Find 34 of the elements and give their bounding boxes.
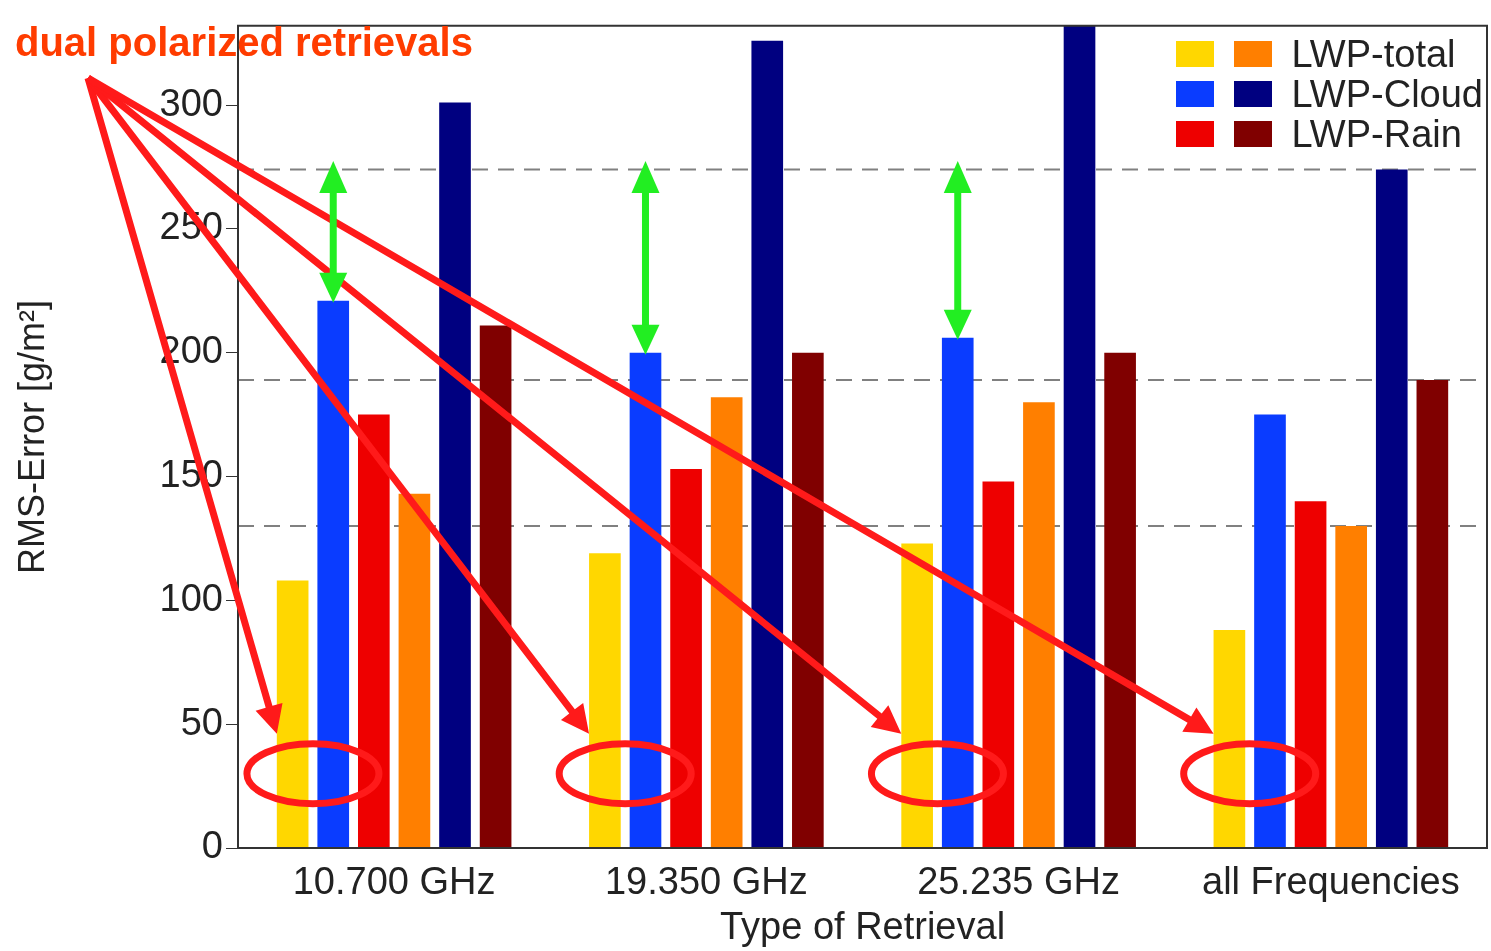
- bar: [1294, 501, 1327, 848]
- bar: [276, 580, 309, 848]
- bar: [398, 493, 431, 848]
- y-tick-label: 50: [180, 700, 223, 743]
- bar: [358, 414, 390, 848]
- bar: [1213, 630, 1246, 848]
- y-tick-label: 100: [159, 576, 223, 619]
- x-axis-title: Type of Retrieval: [719, 904, 1006, 947]
- bar: [1023, 402, 1055, 848]
- y-axis-title: RMS-Error [g/m²]: [10, 299, 52, 574]
- bar: [479, 325, 512, 848]
- x-tick-label: all Frequencies: [1202, 860, 1460, 903]
- bar: [1104, 352, 1136, 848]
- bar: [1254, 414, 1286, 848]
- bar: [1335, 526, 1367, 848]
- bar: [1416, 379, 1449, 848]
- legend-label: LWP-Rain: [1291, 112, 1462, 155]
- bar: [751, 40, 784, 848]
- bar: [792, 352, 824, 848]
- bar: [982, 481, 1015, 848]
- bar: [710, 397, 743, 848]
- y-tick-label: 300: [159, 81, 223, 124]
- bar: [589, 553, 621, 848]
- bar: [1375, 169, 1408, 848]
- legend-label: LWP-Cloud: [1291, 72, 1483, 115]
- y-tick-label: 0: [201, 824, 223, 867]
- x-tick-label: 10.700 GHz: [292, 860, 496, 903]
- legend-label: LWP-total: [1291, 32, 1456, 75]
- bar: [1063, 25, 1096, 848]
- bar: [670, 469, 702, 848]
- bar: [439, 102, 471, 848]
- x-tick-label: 19.350 GHz: [604, 860, 808, 903]
- bar: [901, 543, 933, 848]
- x-tick-label: 25.235 GHz: [917, 860, 1121, 903]
